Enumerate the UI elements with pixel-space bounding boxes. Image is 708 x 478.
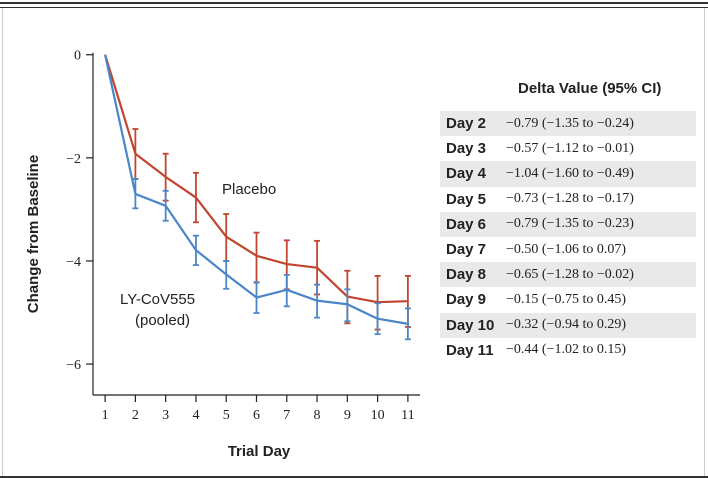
- delta-value: −0.65 (−1.28 to −0.02): [506, 266, 634, 282]
- delta-day-label: Day 6: [446, 215, 487, 233]
- x-tick-label: 10: [371, 408, 385, 423]
- x-axis-title: Trial Day: [228, 443, 291, 460]
- x-tick-label: 11: [401, 408, 414, 423]
- delta-value: −0.15 (−0.75 to 0.45): [506, 291, 627, 307]
- y-tick-label: −4: [66, 255, 81, 270]
- delta-row: Day 7 −0.50 (−1.06 to 0.07): [440, 237, 696, 262]
- x-tick-label: 8: [314, 408, 321, 423]
- x-tick-label: 9: [344, 408, 351, 423]
- y-ticks: 0 −2 −4 −6: [66, 49, 93, 373]
- series-ly-cov555: [104, 54, 411, 341]
- delta-row: Day 11 −0.44 (−1.02 to 0.15): [440, 338, 696, 363]
- x-tick-label: 6: [253, 408, 260, 423]
- delta-value: −0.79 (−1.35 to −0.23): [506, 216, 634, 232]
- series-placebo: [104, 54, 411, 331]
- delta-row: Day 3 −0.57 (−1.12 to −0.01): [440, 136, 696, 161]
- delta-table: Day 2 −0.79 (−1.35 to −0.24) Day 3 −0.57 (−…: [440, 111, 696, 363]
- x-tick-label: 2: [132, 408, 139, 423]
- delta-day-label: Day 7: [446, 241, 487, 259]
- x-ticks: 1 2 3 4 5 6 7 8 9 10 11: [102, 395, 415, 423]
- delta-value: −0.50 (−1.06 to 0.07): [506, 241, 627, 257]
- y-tick-label: −6: [66, 358, 81, 373]
- delta-day-label: Day 2: [446, 115, 487, 133]
- delta-day-label: Day 10: [446, 316, 495, 334]
- right-border: [704, 8, 705, 476]
- y-tick-label: 0: [74, 49, 81, 64]
- top-rule-thin: [0, 7, 708, 8]
- delta-table-title: Delta Value (95% CI): [518, 80, 662, 97]
- delta-day-label: Day 9: [446, 291, 487, 309]
- delta-day-label: Day 3: [446, 140, 487, 158]
- y-axis-title: Change from Baseline: [25, 155, 42, 313]
- annotation-placebo: Placebo: [222, 181, 276, 198]
- delta-value: −1.04 (−1.60 to −0.49): [506, 165, 634, 181]
- x-tick-label: 5: [223, 408, 230, 423]
- delta-row: Day 5 −0.73 (−1.28 to −0.17): [440, 187, 696, 212]
- delta-value: −0.57 (−1.12 to −0.01): [506, 140, 634, 156]
- delta-day-label: Day 5: [446, 190, 487, 208]
- delta-day-label: Day 4: [446, 165, 487, 183]
- delta-value: −0.32 (−0.94 to 0.29): [506, 317, 627, 333]
- x-tick-label: 3: [162, 408, 169, 423]
- y-tick-label: −2: [66, 152, 81, 167]
- series-layer: [104, 54, 411, 341]
- delta-value: −0.79 (−1.35 to −0.24): [506, 115, 634, 131]
- delta-row: Day 4 −1.04 (−1.60 to −0.49): [440, 161, 696, 187]
- x-tick-label: 7: [283, 408, 290, 423]
- delta-row: Day 6 −0.79 (−1.35 to −0.23): [440, 211, 696, 237]
- delta-value: −0.44 (−1.02 to 0.15): [506, 342, 627, 358]
- delta-row: Day 10 −0.32 (−0.94 to 0.29): [440, 312, 696, 338]
- delta-row: Day 9 −0.15 (−0.75 to 0.45): [440, 287, 696, 312]
- x-tick-label: 1: [102, 408, 109, 423]
- chart-axes: [92, 52, 420, 396]
- delta-value: −0.73 (−1.28 to −0.17): [506, 191, 634, 207]
- x-tick-label: 4: [192, 408, 199, 423]
- delta-day-label: Day 8: [446, 266, 487, 284]
- top-rule-thick: [0, 2, 708, 4]
- delta-day-label: Day 11: [446, 341, 494, 359]
- annotation-ly-cov555: LY-CoV555: [120, 291, 195, 308]
- delta-row: Day 2 −0.79 (−1.35 to −0.24): [440, 111, 696, 137]
- bottom-rule: [0, 476, 708, 478]
- left-border: [2, 8, 3, 476]
- annotation-pooled: (pooled): [135, 312, 190, 329]
- delta-row: Day 8 −0.65 (−1.28 to −0.02): [440, 262, 696, 288]
